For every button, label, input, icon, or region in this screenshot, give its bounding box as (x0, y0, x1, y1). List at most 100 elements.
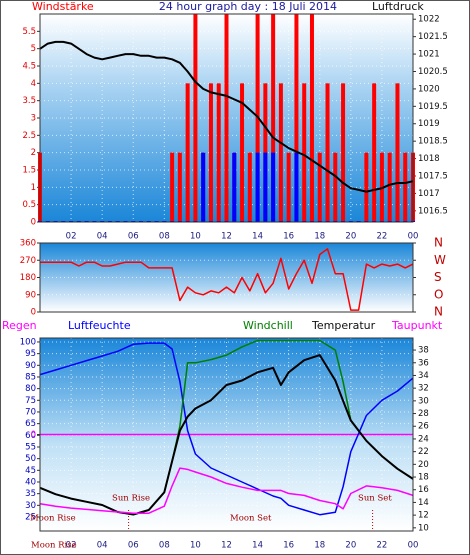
legend-label: Taupunkt (391, 319, 443, 332)
x-tick-label: 06 (128, 541, 139, 551)
y2-tick-label: 16 (418, 485, 429, 495)
y-tick-label: 60 (25, 431, 36, 441)
wind-bar (286, 152, 291, 222)
y-tick-label: 50 (25, 454, 36, 464)
y2-tick-label: N (434, 236, 443, 250)
y2-tick-label: S (434, 270, 442, 284)
y-tick-label: 270 (20, 256, 36, 266)
y-tick-label: 3.5 (22, 96, 36, 106)
y2-tick-label: 1017 (418, 189, 440, 199)
x-tick-label: 00 (408, 232, 419, 242)
x-tick-label: 08 (159, 541, 170, 551)
y-tick-label: 70 (25, 407, 36, 417)
y-tick-label: 1 (31, 183, 36, 193)
y-tick-label: 180 (20, 273, 36, 283)
annotation: Moon Rise (31, 541, 77, 551)
x-tick-label: 14 (252, 232, 263, 242)
wind-bar (395, 83, 400, 222)
wind-bar (294, 14, 299, 222)
x-tick-label: 02 (66, 541, 77, 551)
y2-tick-label: 14 (418, 498, 429, 508)
legend-label: Windchill (243, 319, 293, 332)
wind-bar (271, 152, 276, 222)
y2-tick-label: 32 (418, 384, 429, 394)
y-tick-label: 5 (31, 44, 36, 54)
wind-bar (333, 152, 338, 222)
y2-tick-label: 1019.5 (418, 102, 448, 112)
y2-tick-label: 1021.5 (418, 32, 448, 42)
y-tick-label: 4.5 (22, 62, 36, 72)
series-line (39, 342, 414, 516)
wind-bar (271, 14, 276, 222)
wind-bar (185, 83, 190, 222)
y-tick-label: 35 (25, 489, 36, 499)
y2-tick-label: 1017.5 (418, 172, 448, 182)
panel: 2530354045505560657075808590951001012141… (2, 319, 443, 551)
wind-bar (208, 83, 213, 222)
x-tick-label: 22 (377, 541, 388, 551)
wind-bar (247, 152, 252, 222)
wind-bar (177, 152, 182, 222)
wind-bar (317, 152, 322, 222)
wind-bar (240, 83, 245, 222)
y2-tick-label: 10 (418, 523, 429, 533)
x-tick-label: 10 (190, 232, 201, 242)
y2-tick-label: 1018 (418, 154, 440, 164)
x-tick-label: 16 (283, 541, 294, 551)
y2-tick-label: 1021 (418, 50, 440, 60)
wind-bar (403, 152, 408, 222)
y-tick-label: 75 (25, 396, 36, 406)
legend-label: Luftdruck (372, 0, 424, 13)
y-tick-label: 90 (25, 361, 36, 371)
wind-bar (341, 83, 346, 222)
y-tick-label: 80 (25, 384, 36, 394)
x-tick-label: 12 (221, 541, 232, 551)
y2-tick-label: N (434, 305, 443, 319)
y-tick-label: 0.5 (22, 200, 36, 210)
y2-tick-label: 1019 (418, 119, 440, 129)
y-tick-label: 40 (25, 477, 36, 487)
y-tick-label: 90 (25, 290, 36, 300)
x-tick-label: 22 (377, 232, 388, 242)
series-line (40, 248, 414, 311)
y2-tick-label: 1020.5 (418, 67, 448, 77)
annotation: Moon Set (230, 514, 272, 524)
legend-label: Luftfeuchte (68, 319, 131, 332)
wind-bar (224, 14, 229, 222)
wind-bar (263, 83, 268, 222)
y-tick-label: 45 (25, 466, 36, 476)
wind-bar (302, 83, 307, 222)
panel-frame (39, 337, 414, 532)
y-tick-label: 5.5 (22, 27, 36, 37)
y-tick-label: 25 (25, 512, 36, 522)
wind-bar (294, 152, 299, 222)
wind-bar (364, 152, 369, 222)
x-tick-label: 10 (190, 541, 201, 551)
y2-tick-label: 1018.5 (418, 137, 448, 147)
wind-bar (309, 14, 314, 222)
legend-label: Windstärke (32, 0, 94, 13)
x-tick-label: 08 (159, 232, 170, 242)
y2-tick-label: 1016.5 (418, 206, 448, 216)
series-line (39, 467, 414, 514)
panel-frame (39, 13, 414, 223)
x-tick-label: 18 (314, 541, 325, 551)
y-tick-label: 65 (25, 419, 36, 429)
y-tick-label: 95 (25, 349, 36, 359)
y2-tick-label: 24 (418, 434, 429, 444)
x-tick-label: 14 (252, 541, 263, 551)
y-tick-label: 0 (31, 308, 36, 318)
y-tick-label: 360 (20, 239, 36, 249)
y2-tick-label: 1020 (418, 84, 440, 94)
y2-tick-label: 30 (418, 396, 429, 406)
annotation: Sun Rise (112, 494, 150, 504)
y2-tick-label: W (434, 253, 446, 267)
y-tick-label: 55 (25, 442, 36, 452)
x-tick-label: 20 (345, 541, 356, 551)
y-tick-label: 30 (25, 501, 36, 511)
y-tick-label: 2.5 (22, 131, 36, 141)
y2-tick-label: 28 (418, 409, 429, 419)
y3-tick-label: 0 (31, 430, 36, 440)
y-tick-label: 1.5 (22, 166, 36, 176)
